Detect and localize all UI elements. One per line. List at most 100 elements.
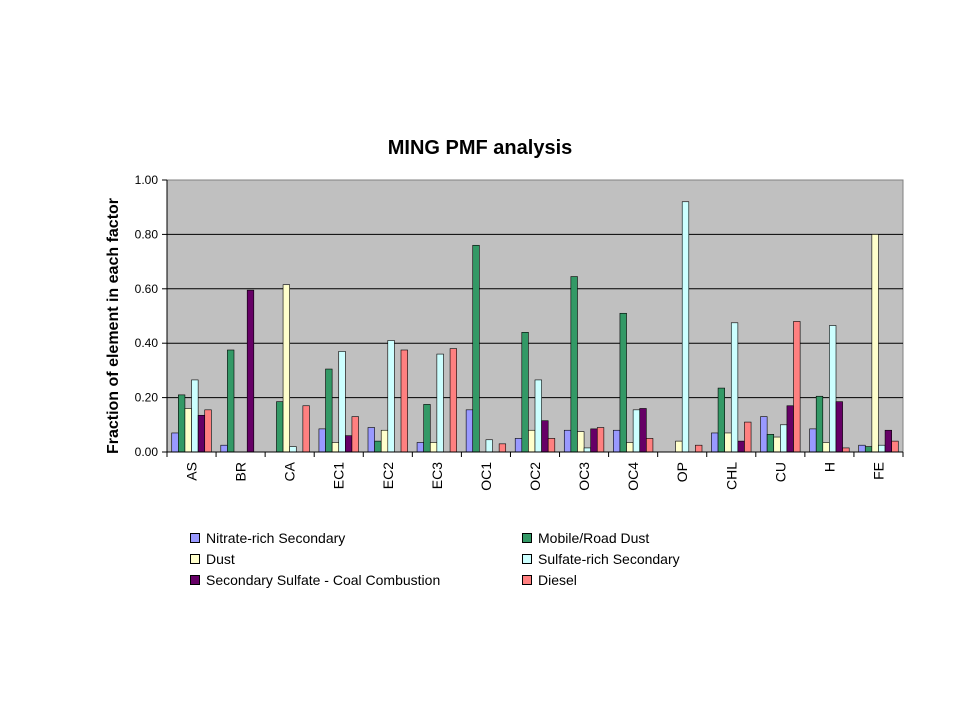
y-tick-label: 1.00 [135,173,159,187]
bar-oc2-series-4 [541,420,549,453]
bar-ec2-series-3 [387,340,395,453]
legend-item: Nitrate-rich Secondary [190,529,345,547]
bar-as-series-3 [191,379,199,453]
bar-br-series-0 [220,444,228,453]
bar-ec1-series-5 [351,416,359,453]
x-tick-label: EC1 [331,462,347,489]
bar-chl-series-0 [711,432,719,453]
y-axis-label: Fraction of element in each factor [105,198,122,454]
bar-ca-series-5 [302,405,310,453]
x-tick-label: AS [184,462,200,481]
bar-oc2-series-3 [534,379,542,453]
bar-oc2-series-5 [547,438,556,453]
bar-ec1-series-3 [338,351,346,453]
bar-as-series-5 [204,409,212,453]
legend-swatch [522,533,532,543]
bar-chl-series-4 [737,440,745,453]
bar-oc2-series-0 [514,438,523,453]
bar-h-series-0 [809,428,817,453]
bar-fe-series-2 [871,234,879,453]
bar-op-series-3 [681,201,690,453]
bar-ec2-series-1 [374,440,382,453]
bar-oc4-series-1 [619,312,627,453]
y-tick-label: 0.00 [135,445,159,459]
bar-fe-series-0 [858,444,866,453]
bar-ec3-series-2 [429,442,438,453]
bar-oc3-series-2 [577,431,585,453]
bar-oc1-series-5 [498,443,507,453]
y-tick-label: 0.80 [135,227,159,241]
bar-chl-series-1 [717,387,725,453]
bar-ca-series-3 [289,446,297,453]
bar-op-series-5 [695,444,703,453]
x-tick-label: H [821,462,837,472]
bar-oc3-series-5 [596,427,605,453]
y-tick-label: 0.20 [135,391,159,405]
bar-h-series-4 [835,401,843,453]
bar-chl-series-3 [730,322,739,453]
bar-cu-series-5 [793,321,801,453]
legend-item: Secondary Sulfate - Coal Combustion [190,571,440,589]
legend-item: Mobile/Road Dust [522,529,649,547]
bar-ec3-series-0 [416,442,424,453]
bar-oc3-series-0 [563,429,572,453]
legend-label: Mobile/Road Dust [538,530,650,546]
bars [171,201,899,453]
legend-label: Diesel [538,572,577,588]
x-tick-label: FE [870,462,886,480]
bar-ca-series-1 [276,401,284,453]
legend-item: Dust [190,550,235,568]
legend-swatch [190,533,200,543]
axes [162,179,904,457]
legend-label: Nitrate-rich Secondary [206,530,346,546]
bar-chl-series-5 [744,421,752,453]
bar-ec1-series-1 [325,368,333,453]
bar-oc2-series-2 [528,429,536,453]
y-tick-label: 0.60 [135,282,159,296]
bar-oc1-series-1 [472,244,480,453]
bar-chl-series-2 [724,432,732,453]
bar-oc4-series-2 [626,442,634,453]
bar-cu-series-1 [766,434,775,453]
bar-ec2-series-0 [367,427,375,453]
legend-item: Diesel [522,571,577,589]
legend-swatch [522,554,532,564]
bar-fe-series-4 [884,429,892,453]
bar-h-series-1 [815,395,824,453]
bar-cu-series-3 [780,424,788,453]
x-tick-label: EC2 [380,462,396,489]
x-tick-label: BR [233,462,249,481]
bar-ec3-series-3 [436,353,444,453]
legend-swatch [190,554,200,564]
x-tick-labels: AS BR CA EC1 EC2 EC3 OC1 OC2 OC3 OC4 OP CHL CU H FE [184,461,887,490]
legend-label: Secondary Sulfate - Coal Combustion [206,572,441,588]
bar-ec1-series-0 [318,428,326,453]
x-tick-label: CHL [723,462,739,490]
bar-br-series-1 [227,349,235,453]
bar-oc1-series-3 [485,439,493,453]
bar-br-series-4 [246,289,255,453]
legend-swatch [522,575,532,585]
y-tick-labels: 0.00 0.20 0.40 0.60 0.80 1.00 [135,173,159,459]
legend-item: Sulfate-rich Secondary [522,550,680,568]
y-tick-label: 0.40 [135,336,159,350]
legend: Nitrate-rich Secondary Mobile/Road Dust Du… [190,529,750,593]
bar-h-series-3 [829,325,837,453]
x-tick-label: OC2 [527,462,543,491]
bar-oc4-series-3 [632,409,641,453]
legend-label: Dust [206,551,235,567]
bar-op-series-2 [675,440,683,453]
bar-ca-series-2 [282,284,290,453]
legend-swatch [190,575,200,585]
bar-as-series-1 [178,394,186,453]
bar-oc3-series-1 [570,276,578,453]
x-tick-label: OC4 [625,462,641,491]
x-tick-label: CU [772,462,788,482]
bar-fe-series-5 [891,440,899,453]
bar-oc2-series-1 [521,332,529,453]
bar-as-series-4 [197,414,206,453]
bar-h-series-5 [842,447,850,453]
bar-as-series-0 [171,432,179,453]
bar-ec3-series-5 [449,348,457,453]
